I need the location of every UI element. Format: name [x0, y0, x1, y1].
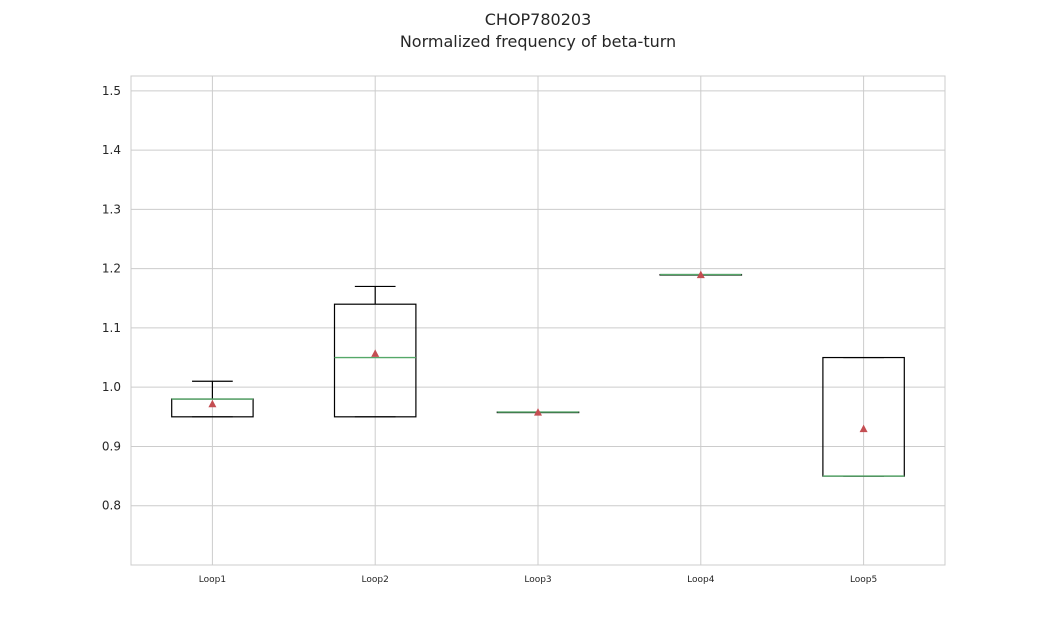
box-series: [171, 270, 905, 477]
x-tick-label: Loop2: [362, 575, 389, 585]
box-loop4: [659, 270, 743, 279]
y-tick-label: 1.2: [102, 262, 121, 276]
chart-title: CHOP780203: [485, 10, 592, 29]
mean-marker: [696, 270, 705, 279]
y-axis-ticks: 0.8 0.9 1.0 1.1 1.2 1.3 1.4 1.5: [102, 84, 121, 513]
y-tick-label: 1.4: [102, 143, 121, 157]
box-body: [333, 303, 417, 418]
y-tick-label: 0.8: [102, 499, 121, 513]
plot-frame: [130, 75, 946, 566]
mean-marker: [208, 399, 217, 408]
y-tick-label: 0.9: [102, 439, 121, 453]
grid-lines: [131, 76, 945, 565]
x-axis-ticks: Loop1 Loop2 Loop3 Loop4 Loop5: [199, 575, 878, 585]
y-tick-label: 1.1: [102, 321, 121, 335]
chart-subtitle: Normalized frequency of beta-turn: [400, 32, 676, 51]
y-tick-label: 1.0: [102, 380, 121, 394]
mean-marker: [534, 408, 542, 416]
x-tick-label: Loop5: [850, 575, 877, 585]
mean-marker: [859, 424, 868, 433]
x-tick-label: Loop1: [199, 575, 226, 585]
box-loop5: [822, 356, 905, 477]
y-tick-label: 1.3: [102, 202, 121, 216]
x-tick-label: Loop4: [687, 575, 715, 585]
box-loop2: [333, 285, 417, 418]
y-tick-label: 1.5: [102, 84, 121, 98]
mean-marker: [371, 349, 380, 357]
box-loop3: [496, 408, 580, 416]
box-loop1: [171, 380, 254, 418]
x-tick-label: Loop3: [524, 575, 551, 585]
